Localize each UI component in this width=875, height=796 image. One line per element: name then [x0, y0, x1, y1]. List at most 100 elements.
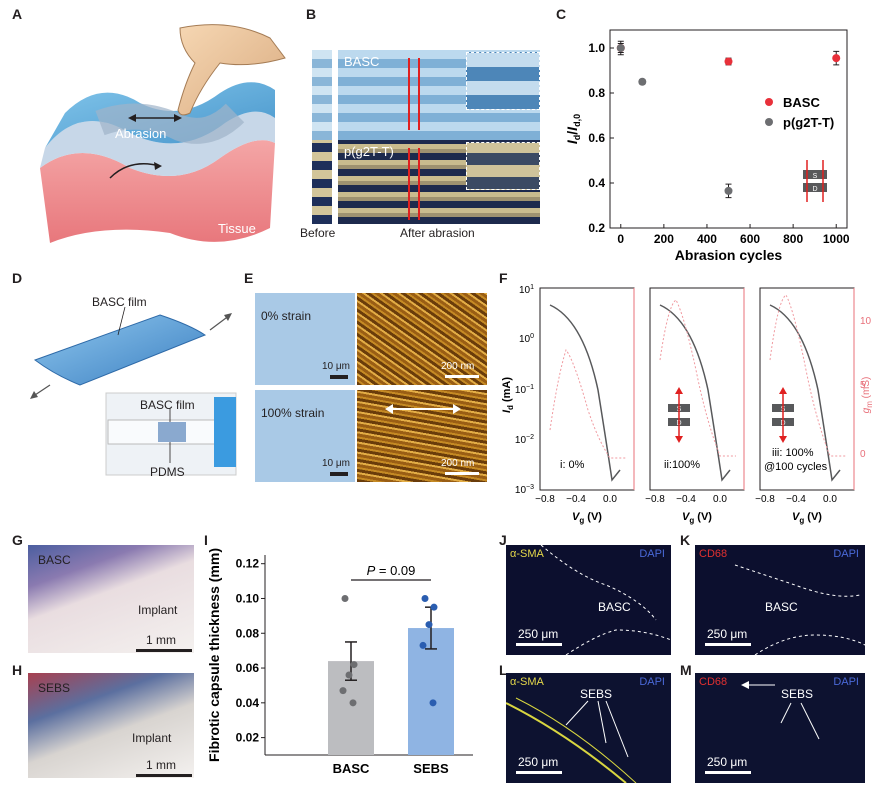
h-name: SEBS: [38, 681, 71, 695]
c-point-BASC-2: [832, 54, 841, 63]
strain-0-optical-image: 0% strain 10 μm: [255, 293, 355, 385]
f-ytick-right-10: 10: [860, 316, 872, 327]
j-dapi: DAPI: [639, 548, 665, 560]
f-sub-ii: ii:100%: [664, 459, 700, 471]
j-region: BASC: [598, 600, 631, 614]
f-sub-i: i: 0%: [560, 459, 585, 471]
f-yticks-left: 101 100 10−1 10−2 10−3: [515, 284, 534, 496]
f-xtick-iii-2: −0.4: [786, 494, 806, 505]
c-ytick-4: 1.0: [588, 41, 605, 55]
c-sd-icon: SD: [803, 160, 827, 202]
k-scale: 250 μm: [707, 627, 748, 641]
k-dapi: DAPI: [833, 548, 859, 560]
f-curves-ii: [659, 299, 736, 482]
k-fluorescence-image: CD68 DAPI BASC 250 μm: [695, 545, 865, 655]
f-sub-iii-b: @100 cycles: [764, 461, 828, 473]
i-point-BASC-4: [349, 699, 357, 707]
c-sd-d-rect: [803, 183, 827, 192]
panel-label-k: K: [680, 532, 691, 548]
f-xlabel-iii: Vg (V): [792, 511, 822, 525]
basc-histology-image: BASC Implant 1 mm: [28, 545, 194, 653]
sebs-histology-image: SEBS Implant 1 mm: [28, 673, 194, 778]
f-xtick-i-1: −0.8: [535, 494, 555, 505]
pg2tt-after-image: p(g2T-T): [338, 140, 540, 224]
scale-200nm-bottom: 200 nm: [441, 458, 475, 469]
f-xtick-iii-1: −0.8: [755, 494, 775, 505]
panel-label-g: G: [12, 532, 23, 548]
c-ylabel: Id/Id,0: [564, 114, 582, 144]
basc-before-image: [312, 50, 332, 140]
c-sd-d: D: [812, 186, 817, 193]
c-frame: [609, 29, 848, 229]
i-ytick-0: 0.02: [236, 731, 260, 745]
c-point-p(g2T-T)-0: [616, 44, 625, 52]
m-stain: CD68: [699, 676, 728, 688]
l-dapi: DAPI: [639, 676, 665, 688]
c-legend-marker-0: [765, 98, 773, 106]
panel-label-e: E: [244, 270, 254, 286]
abrasion-label: Abrasion: [115, 126, 167, 141]
sd-icon-ii: S D: [668, 387, 690, 443]
i-xtick-BASC: BASC: [333, 761, 370, 776]
after-abrasion-label: After abrasion: [400, 226, 475, 240]
sd-icon-iii: S D: [772, 387, 794, 443]
f-xtick-ii-1: −0.8: [645, 494, 665, 505]
pdms-label: PDMS: [150, 465, 185, 479]
h-scale-label: 1 mm: [146, 758, 176, 772]
i-point-SEBS-0: [421, 594, 429, 602]
i-point-BASC-1: [350, 661, 358, 669]
panel-label-m: M: [680, 662, 692, 678]
scale-200nm-top: 200 nm: [441, 361, 475, 372]
f-ytick-m3: 10−3: [515, 484, 534, 496]
c-sd-s: S: [813, 173, 818, 180]
i-ytick-2: 0.06: [236, 661, 260, 675]
panel-label-h: H: [12, 662, 23, 678]
f-xtick-i-2: −0.4: [566, 494, 586, 505]
l-fluorescence-image: α-SMA DAPI SEBS 250 μm: [506, 673, 671, 783]
i-ytick-1: 0.04: [236, 696, 260, 710]
f-ytick-1: 101: [519, 284, 534, 296]
panel-label-d: D: [12, 270, 23, 286]
f-xtick-i-3: 0.0: [603, 494, 617, 505]
f-xtick-ii-3: 0.0: [713, 494, 727, 505]
i-ytick-5: 0.12: [236, 557, 260, 571]
j-stain: α-SMA: [510, 548, 544, 560]
strain-0-afm-image: 200 nm: [357, 293, 487, 385]
f-ytick-0: 100: [519, 333, 534, 345]
i-point-BASC-2: [345, 671, 353, 679]
f-ylabel-left: Id (mA): [501, 377, 515, 413]
g-scale-label: 1 mm: [146, 633, 176, 647]
panel-label-j: J: [499, 532, 507, 548]
f-ytick-m2: 10−2: [515, 434, 534, 446]
i-point-SEBS-3: [419, 641, 427, 649]
pg2tt-label: p(g2T-T): [344, 144, 394, 159]
i-annotation: P = 0.09: [367, 563, 416, 578]
f-xtick-ii-2: −0.4: [676, 494, 696, 505]
scale-10um-top: 10 μm: [322, 361, 350, 372]
i-point-SEBS-1: [430, 603, 438, 611]
k-stain: CD68: [699, 548, 728, 560]
c-legend-label-1: p(g2T-T): [783, 115, 834, 130]
m-dapi: DAPI: [833, 676, 859, 688]
i-ylabel: Fibrotic capsule thickness (mm): [206, 548, 222, 762]
tissue-label: Tissue: [218, 221, 256, 236]
c-xtick-3: 600: [740, 232, 760, 246]
panel-d-illustration: BASC film BASC film PDMS: [20, 285, 245, 485]
scale-10um-bottom: 10 μm: [322, 458, 350, 469]
k-region: BASC: [765, 600, 798, 614]
c-legend-label-0: BASC: [783, 95, 820, 110]
f-curves-iii: [769, 294, 846, 482]
c-ytick-1: 0.4: [588, 176, 605, 190]
c-sd-s-rect: [803, 170, 827, 179]
c-xtick-0: 0: [617, 232, 624, 246]
h-implant-label: Implant: [132, 731, 172, 745]
g-implant-label: Implant: [138, 603, 178, 617]
c-ytick-2: 0.6: [588, 131, 605, 145]
i-point-BASC-3: [339, 687, 347, 695]
j-scale: 250 μm: [518, 627, 559, 641]
strain-0-label: 0% strain: [261, 309, 312, 323]
m-scale: 250 μm: [707, 755, 748, 769]
i-point-SEBS-4: [429, 699, 437, 707]
film-inset-label: BASC film: [140, 398, 195, 412]
chart-f: 101 100 10−1 10−2 10−3 Id (mA) 10 5 0 gm…: [501, 284, 873, 525]
